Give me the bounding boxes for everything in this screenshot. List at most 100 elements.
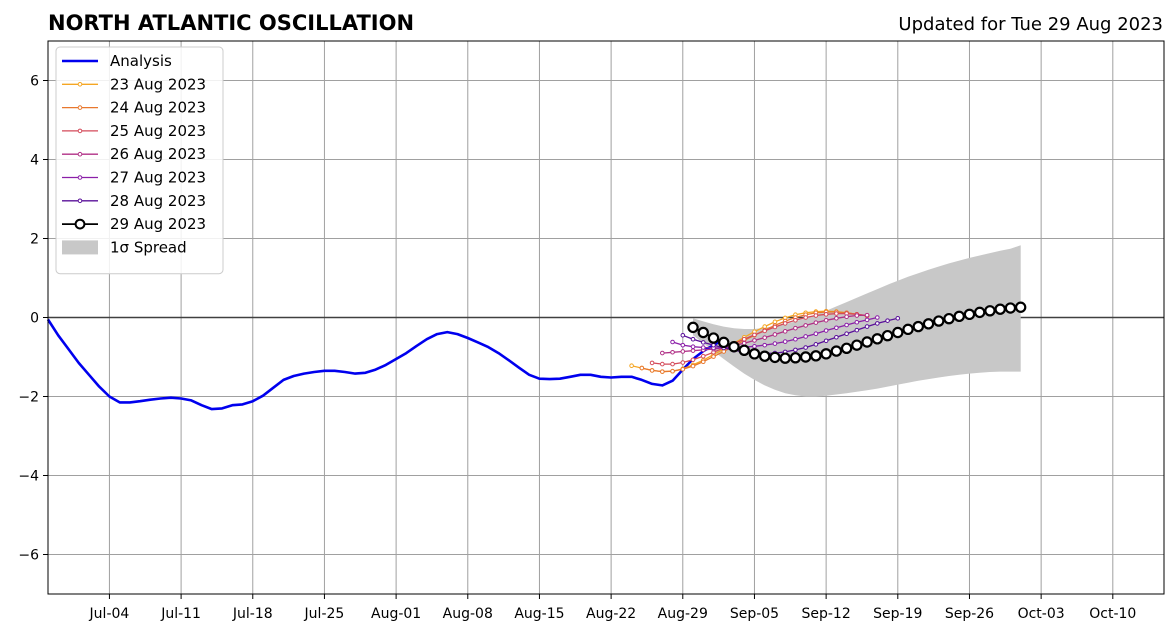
forecast-point	[1014, 301, 1027, 313]
forecast-point	[779, 352, 791, 364]
forecast-point	[697, 326, 709, 339]
chart-subtitle: Updated for Tue 29 Aug 2023	[898, 14, 1163, 35]
forecast-point	[854, 313, 860, 318]
forecast-point	[854, 327, 860, 333]
forecast-point	[834, 315, 839, 321]
forecast-point	[772, 324, 778, 330]
legend-entry: 1σ Spread	[62, 238, 187, 256]
forecast-point	[629, 363, 634, 368]
forecast-point	[895, 315, 901, 321]
forecast-point	[881, 329, 894, 342]
forecast-point	[892, 326, 904, 339]
forecast-point	[700, 353, 706, 359]
forecast-point	[830, 345, 843, 357]
forecast-point	[700, 340, 706, 345]
forecast-point	[834, 334, 839, 340]
x-tick-label: Jul-11	[160, 606, 201, 622]
forecast-point	[680, 342, 686, 348]
legend-label: 23 Aug 2023	[110, 75, 206, 93]
legend-entry: 29 Aug 2023	[62, 215, 206, 233]
legend-marker	[77, 82, 83, 87]
forecast-point	[769, 351, 781, 364]
analysis-layer	[46, 318, 725, 411]
forecast-point	[649, 360, 655, 366]
forecast-point	[687, 321, 699, 334]
legend-label: 24 Aug 2023	[110, 99, 206, 117]
forecast-point	[660, 369, 665, 374]
forecast-point	[823, 328, 829, 333]
x-tick-label: Aug-29	[658, 606, 708, 622]
forecast-point	[690, 348, 696, 353]
forecast-line	[652, 312, 868, 365]
forecast-point	[718, 336, 730, 349]
legend-label: 28 Aug 2023	[110, 192, 206, 210]
forecast-point	[793, 325, 798, 331]
analysis-line	[46, 318, 725, 411]
legend-label: 27 Aug 2023	[110, 169, 206, 187]
forecast-point	[813, 342, 819, 347]
legend-marker	[77, 105, 83, 110]
forecast-point	[885, 318, 890, 323]
forecast-point	[803, 334, 808, 339]
forecast-point	[670, 339, 675, 345]
forecast-point	[810, 350, 822, 362]
x-tick-label: Aug-08	[443, 606, 493, 622]
forecast-point	[793, 317, 798, 323]
forecast-point	[772, 341, 778, 346]
forecast-point	[748, 348, 761, 360]
forecast-point	[813, 331, 819, 336]
y-axis: −6 −4 −2 0 2 4 6	[18, 74, 48, 564]
forecast-point	[851, 339, 863, 351]
forecast-point	[912, 320, 924, 333]
x-tick-label: Jul-04	[89, 606, 130, 622]
forecast-point	[963, 308, 976, 321]
forecast-point	[834, 325, 839, 331]
x-tick-label: Aug-22	[586, 606, 636, 622]
legend: Analysis 23 Aug 2023 24 Aug 2023 25 Aug 202…	[55, 46, 224, 275]
forecast-point	[680, 349, 686, 354]
forecast-point	[728, 341, 740, 353]
forecast-point	[933, 315, 945, 327]
forecast-point	[813, 313, 819, 318]
legend-entry: 27 Aug 2023	[62, 169, 206, 187]
legend-label: 26 Aug 2023	[110, 145, 206, 163]
forecast-point	[670, 349, 675, 355]
x-tick-label: Sep-12	[801, 606, 850, 622]
forecast-point	[690, 363, 696, 369]
forecast-point	[741, 336, 747, 342]
forecast-point	[639, 365, 645, 371]
legend-marker	[77, 151, 83, 157]
x-tick-label: Oct-10	[1089, 606, 1136, 622]
forecast-point	[994, 303, 1006, 315]
forecast-point	[844, 314, 849, 320]
y-tick-label: 0	[30, 311, 39, 327]
forecast-point	[820, 348, 832, 360]
forecast-point	[711, 342, 716, 348]
forecast-point	[813, 320, 819, 325]
legend-entry: 26 Aug 2023	[62, 145, 206, 163]
y-tick-label: 4	[30, 153, 39, 169]
x-tick-label: Aug-01	[371, 606, 421, 622]
x-tick-label: Jul-18	[232, 606, 273, 622]
x-tick-label: Sep-05	[730, 606, 779, 622]
forecast-point	[782, 321, 788, 326]
forecast-point	[864, 317, 870, 323]
forecast-point	[871, 333, 884, 345]
forecast-point	[707, 332, 720, 344]
x-tick-label: Sep-26	[945, 606, 994, 622]
forecast-point	[823, 312, 829, 317]
forecast-point	[690, 344, 696, 350]
forecast-point	[854, 319, 860, 325]
forecast-point	[762, 335, 767, 340]
forecast-point	[953, 310, 965, 323]
forecast-point	[690, 357, 696, 363]
forecast-point	[690, 336, 696, 342]
legend-entry: 28 Aug 2023	[62, 192, 206, 210]
forecast-line	[682, 317, 898, 355]
x-axis: Jul-04 Jul-11 Jul-18 Jul-25 Aug-01 Aug-08 Aug-…	[89, 594, 1136, 622]
y-tick-label: −4	[18, 469, 39, 485]
legend-marker	[74, 218, 86, 230]
forecast-point	[752, 332, 757, 338]
forecast-point	[660, 361, 665, 367]
forecast-point	[844, 322, 849, 328]
